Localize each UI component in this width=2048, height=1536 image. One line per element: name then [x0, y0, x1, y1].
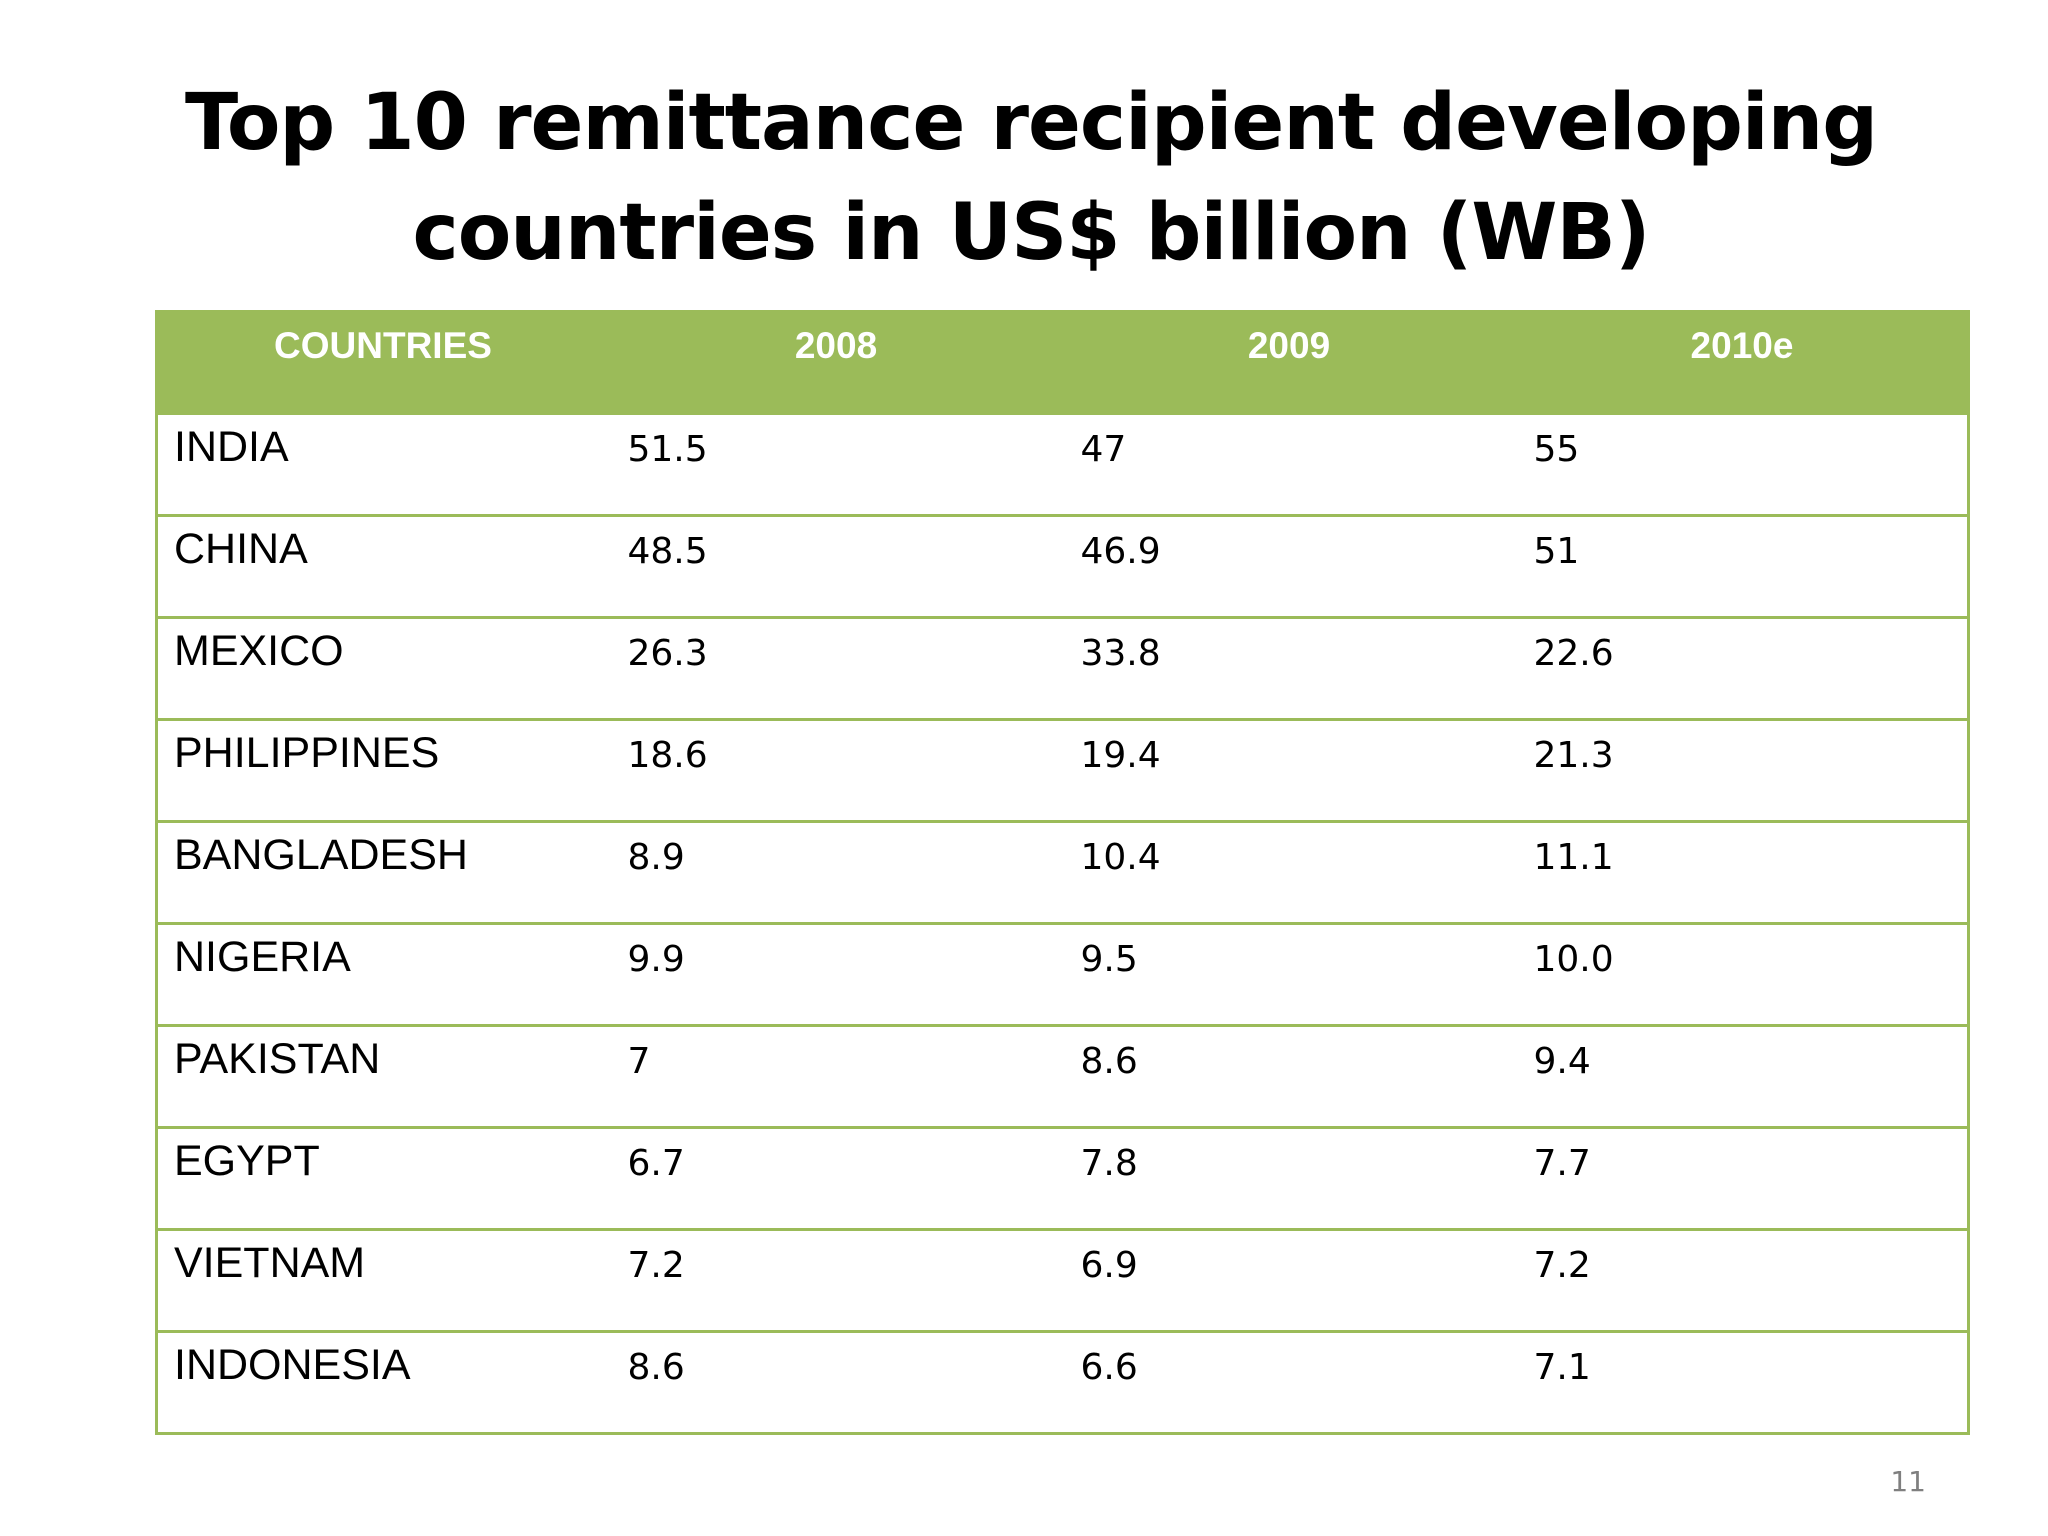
table-row: INDONESIA 8.6 6.6 7.1 — [155, 1330, 1970, 1435]
slide-title-line-1: Top 10 remittance recipient developing — [184, 78, 1878, 168]
table-row: CHINA 48.5 46.9 51 — [155, 514, 1970, 619]
table-row: BANGLADESH 8.9 10.4 11.1 — [155, 820, 1970, 925]
table-row: PAKISTAN 7 8.6 9.4 — [155, 1024, 1970, 1129]
value-2008-cell: 8.9 — [609, 820, 1063, 925]
country-cell: BANGLADESH — [155, 820, 610, 925]
value-2008-cell: 8.6 — [609, 1330, 1063, 1435]
table-row: PHILIPPINES 18.6 19.4 21.3 — [155, 718, 1970, 823]
value-2009-cell: 6.6 — [1062, 1330, 1516, 1435]
value-2010e-cell: 21.3 — [1515, 718, 1970, 823]
table-row: MEXICO 26.3 33.8 22.6 — [155, 616, 1970, 721]
value-2008-cell: 6.7 — [609, 1126, 1063, 1231]
value-2009-cell: 6.9 — [1062, 1228, 1516, 1333]
country-cell: PAKISTAN — [155, 1024, 610, 1129]
value-2010e-cell: 55 — [1515, 412, 1970, 517]
value-2009-cell: 10.4 — [1062, 820, 1516, 925]
column-header-2009: 2009 — [1061, 310, 1517, 415]
country-cell: PHILIPPINES — [155, 718, 610, 823]
value-2008-cell: 9.9 — [609, 922, 1063, 1027]
value-2010e-cell: 22.6 — [1515, 616, 1970, 721]
country-cell: EGYPT — [155, 1126, 610, 1231]
value-2010e-cell: 7.2 — [1515, 1228, 1970, 1333]
column-header-countries: COUNTRIES — [155, 310, 611, 415]
value-2008-cell: 18.6 — [609, 718, 1063, 823]
value-2009-cell: 19.4 — [1062, 718, 1516, 823]
value-2008-cell: 48.5 — [609, 514, 1063, 619]
column-header-2010e: 2010e — [1514, 310, 1970, 415]
value-2009-cell: 33.8 — [1062, 616, 1516, 721]
slide-title: Top 10 remittance recipient developing c… — [0, 68, 2048, 288]
table-row: INDIA 51.5 47 55 — [155, 412, 1970, 517]
value-2009-cell: 9.5 — [1062, 922, 1516, 1027]
country-cell: INDIA — [155, 412, 610, 517]
country-cell: MEXICO — [155, 616, 610, 721]
table-header-row: COUNTRIES 2008 2009 2010e — [155, 310, 1970, 415]
country-cell: VIETNAM — [155, 1228, 610, 1333]
value-2010e-cell: 7.1 — [1515, 1330, 1970, 1435]
value-2008-cell: 7.2 — [609, 1228, 1063, 1333]
remittance-table: COUNTRIES 2008 2009 2010e INDIA 51.5 47 … — [155, 310, 1970, 1435]
value-2008-cell: 51.5 — [609, 412, 1063, 517]
table-row: VIETNAM 7.2 6.9 7.2 — [155, 1228, 1970, 1333]
value-2010e-cell: 51 — [1515, 514, 1970, 619]
value-2009-cell: 8.6 — [1062, 1024, 1516, 1129]
value-2008-cell: 7 — [609, 1024, 1063, 1129]
value-2008-cell: 26.3 — [609, 616, 1063, 721]
value-2010e-cell: 7.7 — [1515, 1126, 1970, 1231]
country-cell: INDONESIA — [155, 1330, 610, 1435]
table-row: EGYPT 6.7 7.8 7.7 — [155, 1126, 1970, 1231]
value-2010e-cell: 9.4 — [1515, 1024, 1970, 1129]
column-header-2008: 2008 — [608, 310, 1064, 415]
slide-title-line-2: countries in US$ billion (WB) — [412, 188, 1650, 278]
table-row: NIGERIA 9.9 9.5 10.0 — [155, 922, 1970, 1027]
value-2009-cell: 47 — [1062, 412, 1516, 517]
country-cell: CHINA — [155, 514, 610, 619]
country-cell: NIGERIA — [155, 922, 610, 1027]
value-2009-cell: 46.9 — [1062, 514, 1516, 619]
value-2010e-cell: 10.0 — [1515, 922, 1970, 1027]
value-2009-cell: 7.8 — [1062, 1126, 1516, 1231]
page-number: 11 — [1890, 1465, 1926, 1498]
value-2010e-cell: 11.1 — [1515, 820, 1970, 925]
